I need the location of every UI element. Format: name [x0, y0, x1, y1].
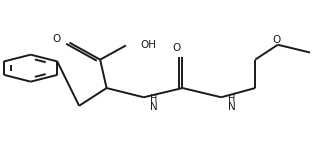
Text: O: O — [52, 34, 61, 44]
Text: H: H — [151, 94, 158, 104]
Text: N: N — [228, 102, 235, 112]
Text: OH: OH — [141, 40, 157, 50]
Text: O: O — [172, 43, 180, 53]
Text: O: O — [272, 35, 280, 45]
Text: H: H — [228, 94, 235, 104]
Text: N: N — [150, 102, 158, 112]
